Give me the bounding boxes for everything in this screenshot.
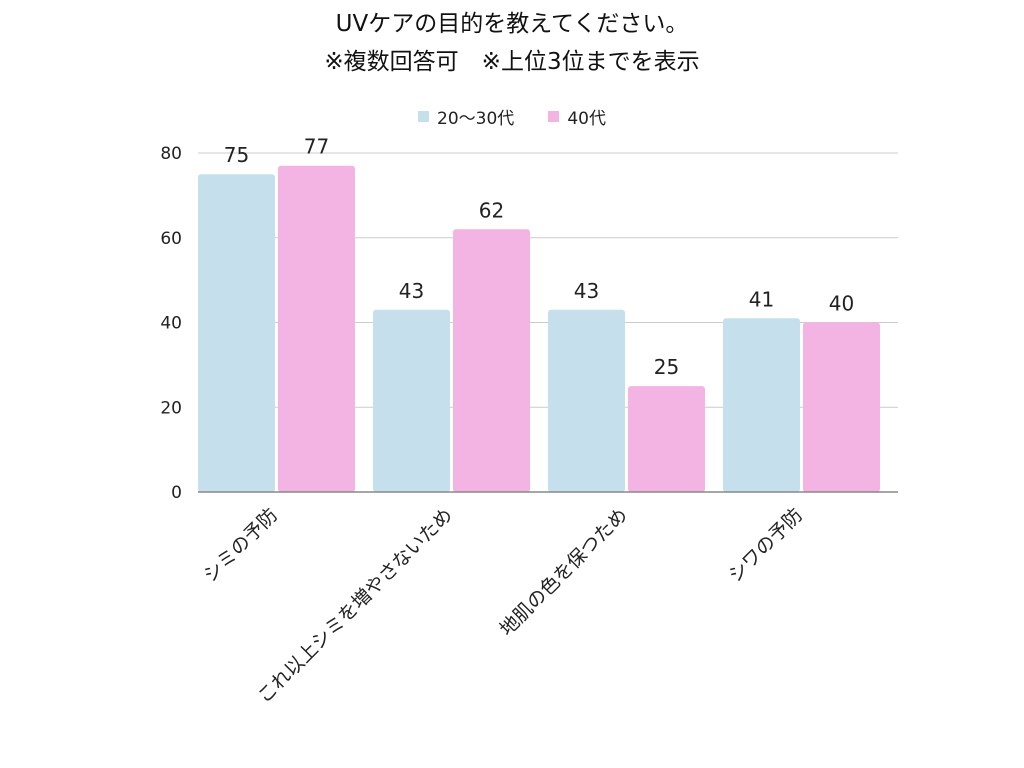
legend-item-series1: 20〜30代 — [418, 104, 514, 129]
y-tick-label: 0 — [171, 483, 182, 503]
y-tick-label: 20 — [160, 398, 182, 418]
x-tick-label: シワの予防 — [724, 504, 807, 587]
x-tick-label: シミの予防 — [199, 504, 282, 587]
bar-series2 — [278, 165, 355, 492]
data-label: 41 — [749, 287, 774, 311]
y-tick-label: 60 — [160, 229, 182, 249]
data-label: 25 — [654, 355, 679, 379]
data-label: 43 — [574, 279, 599, 303]
bar-series1 — [723, 318, 800, 492]
bar-series1 — [198, 174, 275, 492]
legend-label-series2: 40代 — [567, 109, 606, 129]
bar-series1 — [373, 309, 450, 492]
y-tick-label: 40 — [160, 314, 182, 334]
data-label: 75 — [224, 143, 249, 167]
data-label: 40 — [829, 292, 854, 316]
x-tick-label: 地肌の色を保つため — [496, 504, 632, 640]
data-label: 43 — [399, 279, 424, 303]
bar-series2 — [628, 386, 705, 492]
legend-swatch-series2 — [548, 111, 560, 122]
data-label: 62 — [479, 198, 504, 222]
x-tick-label: これ以上シミを増やさないため — [253, 504, 457, 708]
legend-label-series1: 20〜30代 — [437, 109, 515, 129]
bar-series2 — [803, 322, 880, 492]
y-tick-label: 80 — [160, 144, 182, 164]
chart-title-line1: UVケアの目的を教えてください。 — [335, 11, 689, 37]
chart-title-line2: ※複数回答可 ※上位3位までを表示 — [324, 49, 700, 75]
bar-series1 — [548, 309, 625, 492]
legend-swatch-series1 — [418, 111, 430, 122]
legend-item-series2: 40代 — [548, 104, 606, 129]
bar-series2 — [453, 229, 530, 492]
data-label: 77 — [304, 135, 329, 159]
chart-legend: 20〜30代 40代 — [0, 104, 1024, 129]
